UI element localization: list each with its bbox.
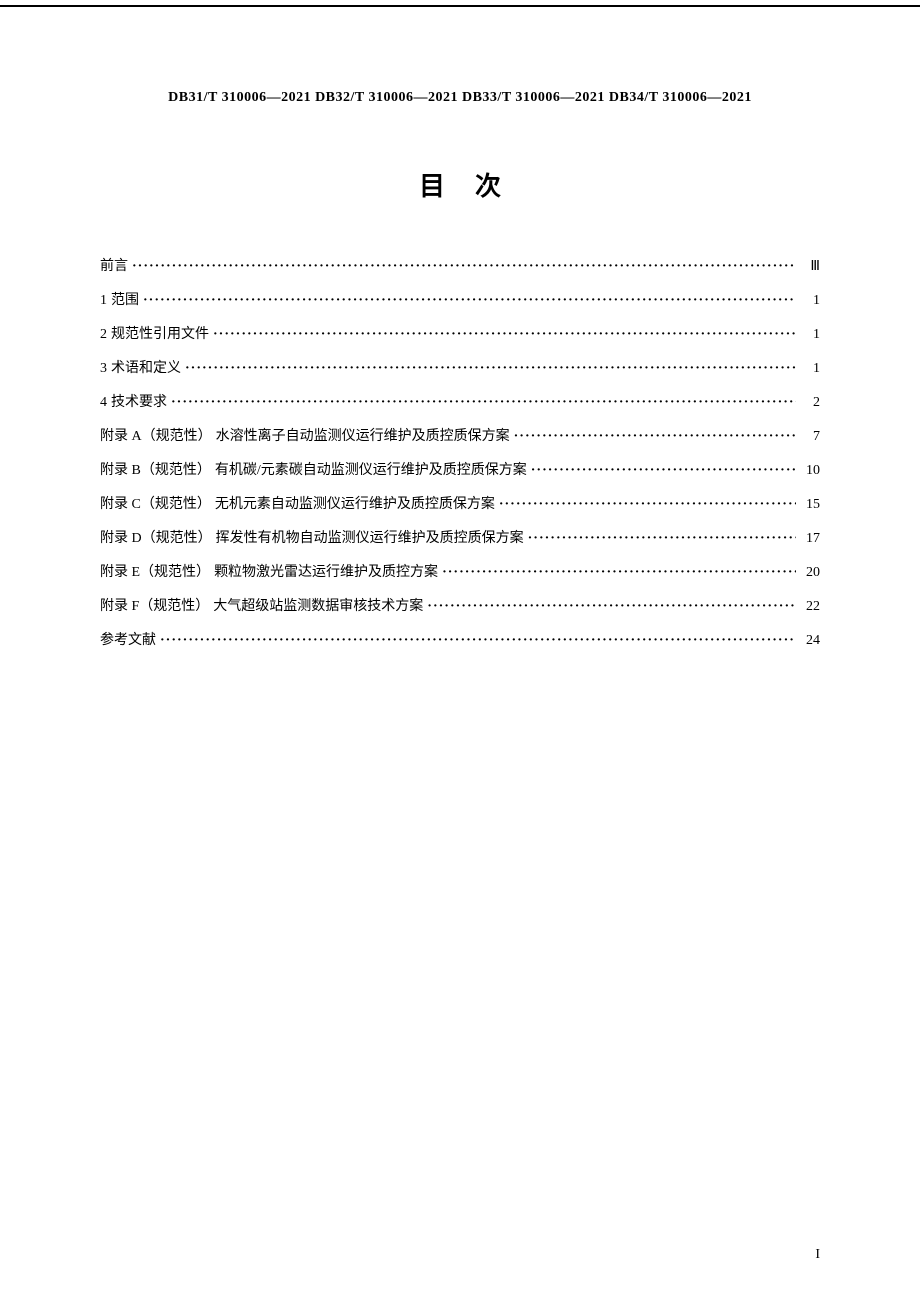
toc-label: 挥发性有机物自动监测仪运行维护及质控质保方案 — [216, 525, 524, 553]
toc-row: 3 术语和定义 1 — [100, 355, 820, 383]
toc-prefix: 3 — [100, 355, 107, 383]
toc-dots — [185, 355, 796, 383]
toc-dots — [132, 253, 796, 281]
toc-label: 规范性引用文件 — [111, 321, 209, 349]
toc-page: 17 — [800, 525, 820, 553]
toc-label: 术语和定义 — [111, 355, 181, 383]
toc-page: 15 — [800, 491, 820, 519]
top-border — [0, 5, 920, 7]
toc-prefix: 1 — [100, 287, 107, 315]
toc-label: 范围 — [111, 287, 139, 315]
toc-row: 参考文献 24 — [100, 627, 820, 655]
toc-page: 2 — [800, 389, 820, 417]
toc-dots — [499, 491, 796, 519]
toc-page: 1 — [800, 287, 820, 315]
toc-dots — [143, 287, 796, 315]
toc-row: 1 范围 1 — [100, 287, 820, 315]
toc-dots — [442, 559, 796, 587]
toc-prefix: 4 — [100, 389, 107, 417]
toc-label: 大气超级站监测数据审核技术方案 — [213, 593, 423, 621]
toc-label: 参考文献 — [100, 627, 156, 655]
header-standards: DB31/T 310006—2021 DB32/T 310006—2021 DB… — [100, 90, 820, 106]
toc-prefix: 附录 F（规范性） — [100, 593, 209, 621]
toc-row: 附录 C（规范性） 无机元素自动监测仪运行维护及质控质保方案 15 — [100, 491, 820, 519]
toc-dots — [528, 525, 796, 553]
toc-row: 附录 E（规范性） 颗粒物激光雷达运行维护及质控方案 20 — [100, 559, 820, 587]
toc-dots — [213, 321, 796, 349]
toc-prefix: 附录 A（规范性） — [100, 423, 212, 451]
toc-prefix: 2 — [100, 321, 107, 349]
toc-prefix: 附录 D（规范性） — [100, 525, 212, 553]
toc-prefix: 附录 C（规范性） — [100, 491, 211, 519]
toc-row: 前言 Ⅲ — [100, 253, 820, 281]
toc-label: 颗粒物激光雷达运行维护及质控方案 — [214, 559, 438, 587]
toc-page: Ⅲ — [800, 253, 820, 281]
toc-label: 水溶性离子自动监测仪运行维护及质控质保方案 — [216, 423, 510, 451]
toc-page: 22 — [800, 593, 820, 621]
toc-label: 前言 — [100, 253, 128, 281]
toc-page: 1 — [800, 321, 820, 349]
toc-label: 无机元素自动监测仪运行维护及质控质保方案 — [215, 491, 495, 519]
toc-page: 24 — [800, 627, 820, 655]
toc-dots — [427, 593, 796, 621]
page-number: I — [815, 1247, 820, 1263]
toc-dots — [171, 389, 796, 417]
toc-row: 附录 D（规范性） 挥发性有机物自动监测仪运行维护及质控质保方案 17 — [100, 525, 820, 553]
toc-row: 附录 A（规范性） 水溶性离子自动监测仪运行维护及质控质保方案 7 — [100, 423, 820, 451]
toc-page: 7 — [800, 423, 820, 451]
toc-page: 1 — [800, 355, 820, 383]
toc-label: 技术要求 — [111, 389, 167, 417]
toc-row: 2 规范性引用文件 1 — [100, 321, 820, 349]
toc-dots — [531, 457, 796, 485]
toc-page: 20 — [800, 559, 820, 587]
toc-prefix: 附录 B（规范性） — [100, 457, 211, 485]
toc-row: 4 技术要求 2 — [100, 389, 820, 417]
toc-prefix: 附录 E（规范性） — [100, 559, 210, 587]
toc-page: 10 — [800, 457, 820, 485]
table-of-contents: 前言 Ⅲ 1 范围 1 2 规范性引用文件 1 3 术语和定义 1 4 技术要求… — [100, 253, 820, 655]
toc-dots — [514, 423, 796, 451]
toc-label: 有机碳/元素碳自动监测仪运行维护及质控质保方案 — [215, 457, 527, 485]
toc-row: 附录 F（规范性） 大气超级站监测数据审核技术方案 22 — [100, 593, 820, 621]
page-title: 目次 — [100, 166, 820, 203]
toc-row: 附录 B（规范性） 有机碳/元素碳自动监测仪运行维护及质控质保方案 10 — [100, 457, 820, 485]
toc-dots — [160, 627, 796, 655]
